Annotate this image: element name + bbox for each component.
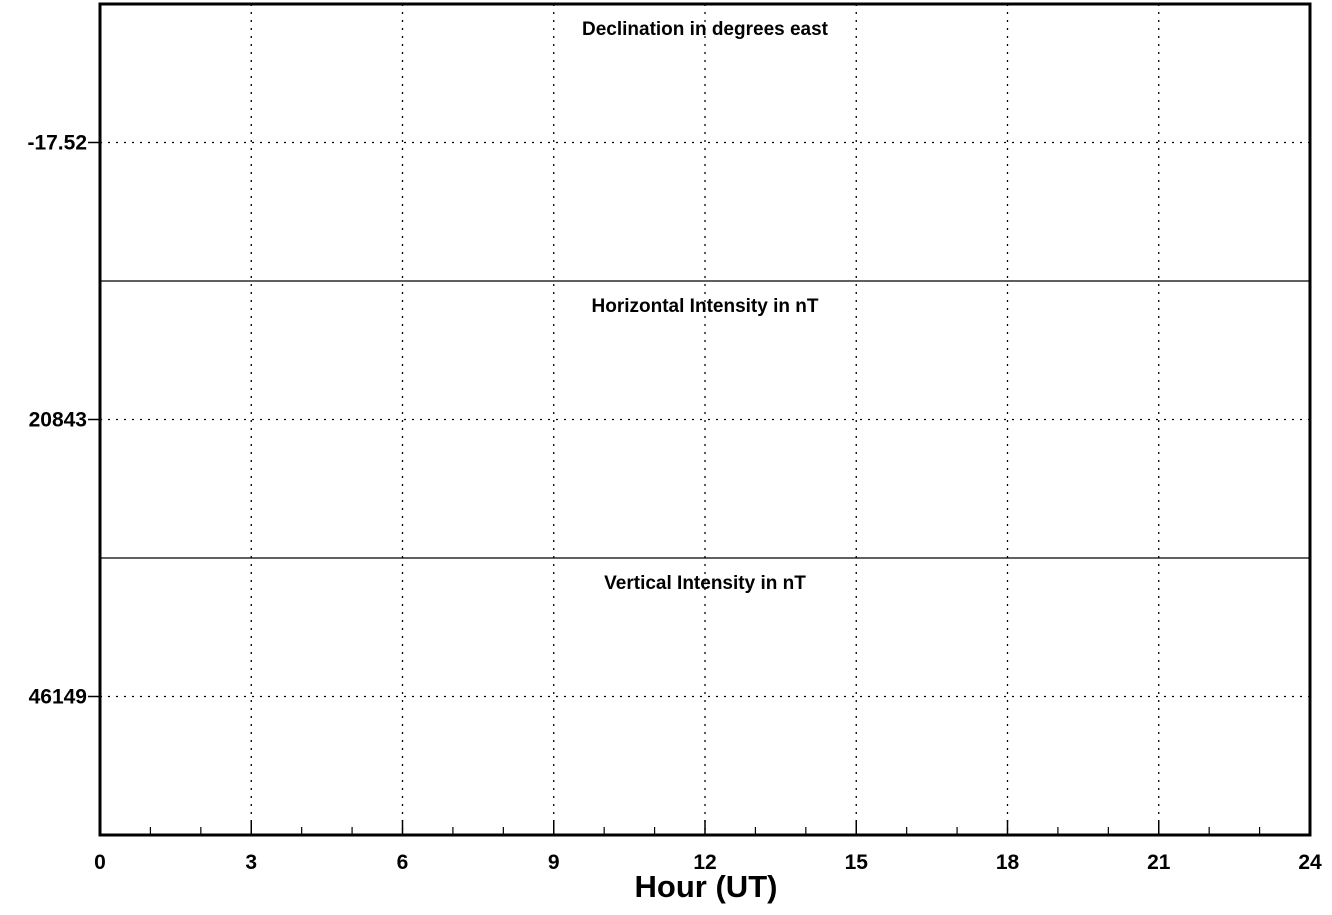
plot-frame — [98, 2, 1312, 837]
frame-layer — [88, 2, 1312, 837]
panel-title-vertical: Vertical Intensity in nT — [604, 573, 806, 594]
x-tick-label: 0 — [94, 851, 106, 874]
x-tick-label: 9 — [548, 851, 560, 874]
x-axis-title: Hour (UT) — [635, 869, 778, 904]
label-layer: -17.52 Declination in degrees east 20843 Ho… — [27, 19, 1322, 874]
x-tick-label: 24 — [1298, 851, 1322, 874]
y-tick-label-vertical: 46149 — [29, 686, 87, 709]
x-tick-label: 21 — [1147, 851, 1171, 874]
panel-title-declination: Declination in degrees east — [582, 19, 829, 40]
panel-title-horizontal: Horizontal Intensity in nT — [592, 296, 819, 317]
y-tick-label-declination: -17.52 — [27, 132, 87, 155]
x-tick-label: 3 — [245, 851, 257, 874]
y-tick-label-horizontal: 20843 — [29, 409, 87, 432]
grid-layer — [100, 4, 1310, 835]
x-tick-label: 18 — [996, 851, 1020, 874]
x-tick-label: 12 — [693, 851, 716, 874]
x-tick-label: 15 — [845, 851, 869, 874]
x-tick-label: 6 — [397, 851, 409, 874]
